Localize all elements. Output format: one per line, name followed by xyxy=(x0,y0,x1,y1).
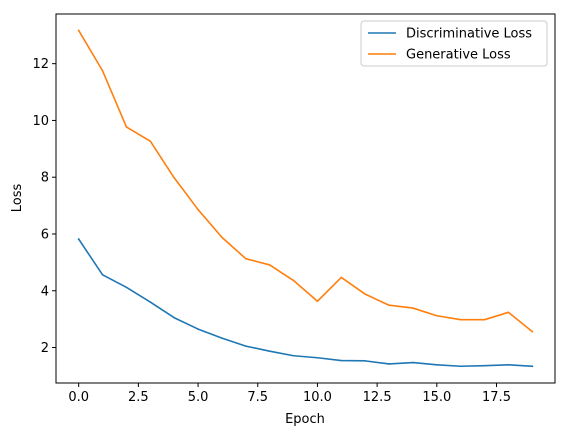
series-1-point-9 xyxy=(292,279,295,282)
series-1-point-14 xyxy=(412,307,414,309)
series-0-point-19 xyxy=(531,365,534,368)
x-tick-label: 2.5 xyxy=(128,390,149,405)
series-0-point-8 xyxy=(268,350,271,353)
y-tick-label: 12 xyxy=(32,57,49,72)
series-0-point-9 xyxy=(292,354,295,357)
series-1-point-17 xyxy=(483,318,486,321)
series-1-point-10 xyxy=(316,300,319,303)
x-tick-label: 15.0 xyxy=(422,390,451,405)
x-axis-label: Epoch xyxy=(285,412,325,427)
series-1-point-19 xyxy=(531,330,534,333)
x-tick-label: 10.0 xyxy=(303,390,332,405)
x-axis: 0.0 2.5 5.0 7.5 10.0 12.5 15.0 17.5 xyxy=(68,383,511,405)
series-0-point-7 xyxy=(245,345,247,347)
plot-frame xyxy=(55,13,556,384)
series-0-point-1 xyxy=(101,274,104,276)
plot-area xyxy=(56,14,555,383)
series-0-point-10 xyxy=(316,356,319,359)
series-0-point-14 xyxy=(412,361,414,364)
series-1-point-5 xyxy=(197,208,199,211)
x-tick-label: 7.5 xyxy=(247,390,268,405)
series-1-point-7 xyxy=(245,257,247,260)
y-tick-label: 10 xyxy=(32,114,49,129)
legend-box xyxy=(360,20,548,67)
x-tick-label: 12.5 xyxy=(363,390,392,405)
series-0-point-16 xyxy=(459,365,462,368)
y-tick-label: 6 xyxy=(41,227,49,242)
series-0-point-11 xyxy=(340,359,343,362)
y-axis-label: Loss xyxy=(10,184,25,213)
series-1-point-1 xyxy=(101,69,104,72)
series-0-point-0 xyxy=(77,238,80,240)
series-1-point-15 xyxy=(436,314,438,317)
series-1-point-8 xyxy=(268,264,271,266)
series-1-point-3 xyxy=(149,140,152,142)
y-tick-label: 8 xyxy=(41,171,49,186)
series-line-0 xyxy=(77,237,534,368)
y-tick-label: 4 xyxy=(41,284,49,299)
series-layer xyxy=(77,29,534,368)
series-0-point-13 xyxy=(388,363,390,365)
series-1-point-18 xyxy=(507,311,510,314)
series-1-point-12 xyxy=(364,293,366,295)
series-1-point-11 xyxy=(340,276,343,279)
series-0-point-15 xyxy=(436,364,438,366)
series-0-point-18 xyxy=(507,364,510,366)
series-0-point-12 xyxy=(364,360,366,362)
series-1-point-2 xyxy=(125,126,128,128)
series-1-point-0 xyxy=(77,29,80,32)
series-1-point-16 xyxy=(459,318,462,321)
series-0-point-6 xyxy=(221,337,223,339)
y-tick-label: 2 xyxy=(41,341,49,356)
legend-label-1: Generative Loss xyxy=(406,48,511,63)
series-0-point-3 xyxy=(149,301,152,303)
series-1-point-13 xyxy=(388,304,390,307)
x-tick-label: 17.5 xyxy=(482,390,511,405)
legend-label-0: Discriminative Loss xyxy=(406,27,532,42)
legend: Discriminative Loss Generative Loss xyxy=(360,20,548,67)
series-0-point-5 xyxy=(197,328,199,330)
x-tick-label: 5.0 xyxy=(188,390,209,405)
series-0-point-17 xyxy=(483,364,486,367)
series-0-point-2 xyxy=(125,286,128,289)
y-axis: 2 4 6 8 10 12 xyxy=(32,57,56,356)
series-0-point-4 xyxy=(173,316,175,319)
series-line-1 xyxy=(77,29,534,333)
series-1-point-6 xyxy=(221,236,223,239)
x-tick-label: 0.0 xyxy=(68,390,89,405)
series-1-point-4 xyxy=(173,176,175,179)
